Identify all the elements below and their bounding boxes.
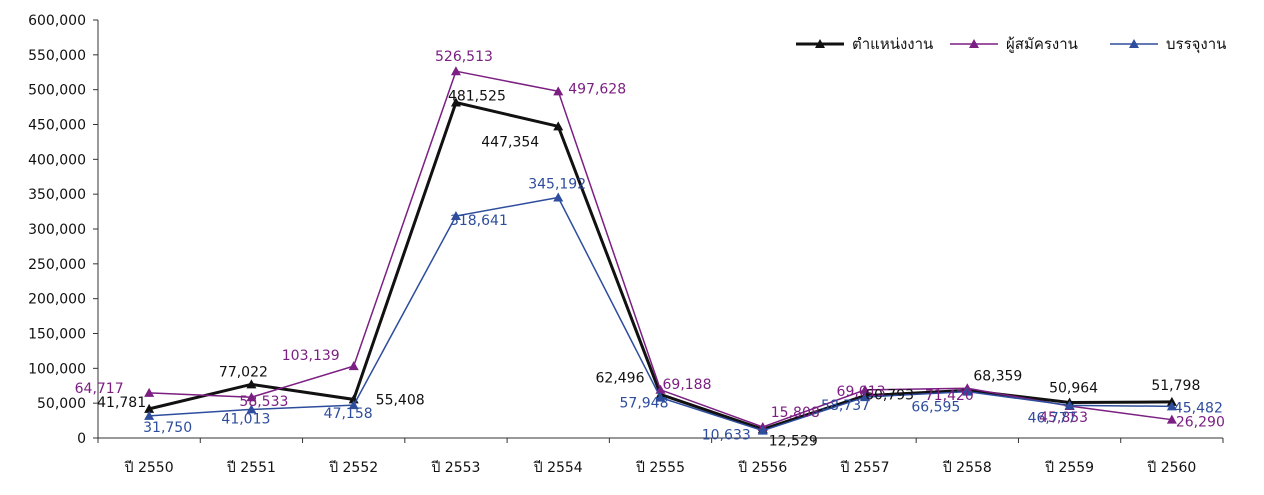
x-tick-label: ปี 2558: [942, 460, 991, 476]
y-tick-label: 600,000: [28, 13, 86, 29]
y-tick-label: 550,000: [28, 48, 86, 64]
data-point: [451, 66, 461, 75]
data-label: 62,496: [596, 370, 645, 386]
data-label: 31,750: [143, 420, 192, 436]
data-point: [553, 193, 563, 202]
data-labels: 41,781 77,022 55,408 481,525 447,354 62,496 12…: [75, 49, 1225, 449]
legend-label: บรรจุงาน: [1166, 35, 1226, 54]
x-tick-label: ปี 2557: [840, 460, 889, 476]
y-tick-label: 200,000: [28, 292, 86, 308]
y-tick-label: 350,000: [28, 187, 86, 203]
data-label: 77,022: [219, 364, 268, 380]
data-label: 103,139: [282, 348, 340, 364]
data-label: 64,717: [75, 381, 124, 397]
x-tick-label: ปี 2551: [226, 460, 275, 476]
data-label: 46,777: [1028, 410, 1077, 426]
y-tick-label: 0: [77, 431, 86, 447]
y-tick-label: 400,000: [28, 152, 86, 168]
x-tick-label: ปี 2556: [738, 460, 788, 476]
x-tick-label: ปี 2554: [533, 460, 583, 476]
data-label: 15,808: [771, 405, 820, 421]
legend: ตำแหน่งงาน ผู้สมัครงาน บรรจุงาน: [796, 35, 1226, 54]
data-label: 345,192: [528, 177, 586, 193]
data-label: 47,158: [324, 406, 373, 422]
y-tick-label: 300,000: [28, 222, 86, 238]
x-tick-label: ปี 2560: [1147, 460, 1196, 476]
data-label: 50,964: [1049, 380, 1098, 396]
data-label: 12,529: [769, 433, 818, 449]
legend-label: ผู้สมัครงาน: [1006, 35, 1078, 53]
data-point: [349, 361, 359, 370]
data-label: 26,290: [1176, 415, 1225, 431]
data-label: 497,628: [568, 81, 626, 97]
x-tick-label: ปี 2555: [636, 460, 685, 476]
y-tick-label: 500,000: [28, 83, 86, 99]
x-tick-label: ปี 2552: [329, 460, 378, 476]
y-tick-label: 150,000: [28, 327, 86, 343]
data-label: 41,013: [221, 411, 270, 427]
data-label: 526,513: [435, 49, 493, 65]
data-label: 69,188: [663, 377, 712, 393]
data-label: 57,948: [620, 396, 669, 412]
y-tick-label: 50,000: [37, 396, 86, 412]
data-label: 45,482: [1174, 400, 1223, 416]
data-label: 66,595: [911, 400, 960, 416]
x-tick-label: ปี 2559: [1045, 460, 1094, 476]
data-label: 58,737: [821, 398, 870, 414]
legend-label: ตำแหน่งงาน: [852, 35, 933, 53]
data-label: 68,359: [973, 368, 1022, 384]
y-tick-label: 450,000: [28, 118, 86, 134]
data-label: 41,781: [97, 395, 146, 411]
data-label: 10,633: [702, 428, 751, 444]
y-tick-label: 250,000: [28, 257, 86, 273]
x-tick-label: ปี 2550: [124, 460, 173, 476]
data-label: 58,533: [239, 394, 288, 410]
data-label: 447,354: [481, 134, 539, 150]
data-label: 318,641: [450, 213, 508, 229]
y-tick-label: 100,000: [28, 361, 86, 377]
data-label: 55,408: [376, 392, 425, 408]
x-tick-label: ปี 2553: [431, 460, 480, 476]
data-label: 481,525: [448, 89, 506, 105]
data-label: 51,798: [1151, 378, 1200, 394]
